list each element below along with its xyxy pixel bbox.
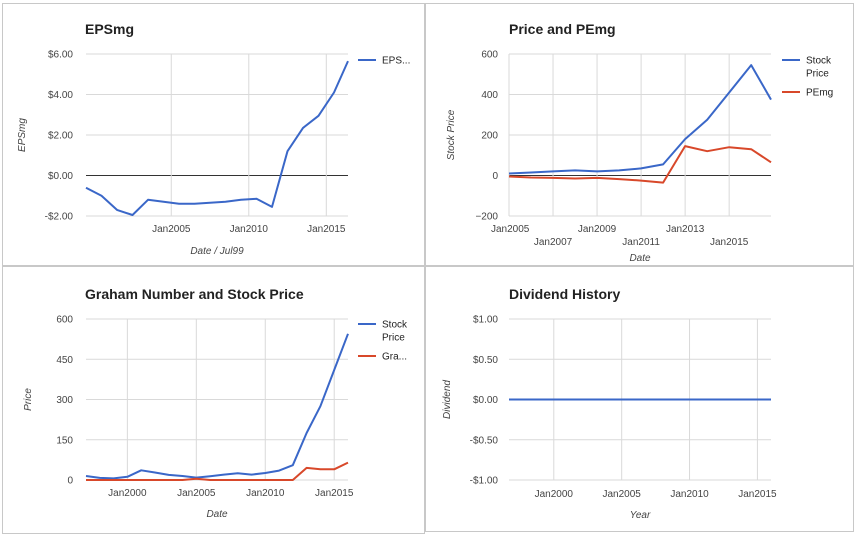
y-tick-label: 450 bbox=[56, 355, 73, 366]
y-tick-label: 300 bbox=[56, 395, 73, 406]
y-tick-label: 0 bbox=[492, 171, 498, 182]
y-tick-label: $0.00 bbox=[48, 171, 73, 182]
legend-label-line: Stock bbox=[382, 320, 408, 331]
x-axis-label: Year bbox=[630, 510, 651, 521]
y-tick-label: $6.00 bbox=[48, 50, 73, 61]
x-tick-label: Jan2005 bbox=[177, 488, 216, 499]
x-tick-label: Jan2005 bbox=[602, 489, 641, 500]
y-tick-label: 200 bbox=[481, 131, 498, 142]
chart-title: EPSmg bbox=[85, 21, 134, 37]
series-line-2 bbox=[508, 145, 772, 184]
chart-panel-dividend: Dividend History -$1.00 -$0.50 $0.00 $0.50 $1… bbox=[425, 266, 854, 532]
x-tick-label: Jan2015 bbox=[307, 224, 346, 235]
y-tick-label: -$1.00 bbox=[470, 476, 499, 487]
legend-label: Gra... bbox=[382, 352, 407, 363]
y-tick-label: -$0.50 bbox=[470, 435, 499, 446]
y-tick-label: −200 bbox=[475, 212, 498, 223]
legend-label: EPS... bbox=[382, 56, 410, 67]
legend-label-line: Price bbox=[806, 69, 829, 80]
legend-label-line: Gra... bbox=[382, 352, 407, 363]
legend-label-line: EPS... bbox=[382, 56, 410, 67]
chart-panel-graham: Graham Number and Stock Price 0 150 300 450 6… bbox=[2, 266, 425, 534]
chart-graham: Graham Number and Stock Price 0 150 300 450 6… bbox=[23, 286, 408, 520]
chart-panel-epsmg: EPSmg -$2.00 $0.00 $2.00 $4.00 $6.00 Jan2005 Ja… bbox=[2, 3, 425, 266]
x-axis-label: Date bbox=[206, 509, 228, 520]
series-line-1 bbox=[85, 60, 349, 216]
x-tick-label: Jan2015 bbox=[315, 488, 354, 499]
y-tick-label: $0.50 bbox=[473, 355, 498, 366]
x-tick-label: Jan2000 bbox=[535, 489, 574, 500]
series-line-1 bbox=[85, 333, 349, 480]
legend-label-line: Price bbox=[382, 333, 405, 344]
x-tick-label: Jan2005 bbox=[152, 224, 191, 235]
x-axis-label: Date bbox=[629, 253, 651, 264]
y-tick-label: $1.00 bbox=[473, 315, 498, 326]
y-tick-label: 400 bbox=[481, 90, 498, 101]
x-tick-label: Jan2015 bbox=[710, 237, 749, 248]
y-tick-label: $0.00 bbox=[473, 395, 498, 406]
y-tick-label: 150 bbox=[56, 435, 73, 446]
x-tick-label: Jan2007 bbox=[534, 237, 573, 248]
y-tick-label: $4.00 bbox=[48, 90, 73, 101]
x-tick-label: Jan2010 bbox=[670, 489, 709, 500]
y-axis-label: Dividend bbox=[442, 380, 453, 419]
x-tick-label: Jan2015 bbox=[738, 489, 777, 500]
legend-label: Stock Price bbox=[806, 56, 832, 80]
y-tick-label: $2.00 bbox=[48, 131, 73, 142]
legend-label: Stock Price bbox=[382, 320, 408, 344]
x-tick-label: Jan2005 bbox=[491, 224, 530, 235]
x-tick-label: Jan2010 bbox=[230, 224, 269, 235]
x-tick-label: Jan2011 bbox=[622, 237, 660, 248]
chart-panel-price-pemg: Price and PEmg −200 0 200 400 600 Jan2005 Jan20… bbox=[425, 3, 854, 266]
y-tick-label: 0 bbox=[67, 476, 73, 487]
y-axis-label: Price bbox=[23, 388, 34, 411]
x-tick-label: Jan2013 bbox=[666, 224, 705, 235]
chart-price-pemg: Price and PEmg −200 0 200 400 600 Jan2005 Jan20… bbox=[446, 21, 833, 264]
y-tick-label: -$2.00 bbox=[45, 212, 74, 223]
legend-label-line: PEmg bbox=[806, 88, 833, 99]
x-tick-label: Jan2000 bbox=[108, 488, 147, 499]
x-axis-label: Date / Jul99 bbox=[190, 246, 244, 257]
y-axis-label: EPSmg bbox=[17, 118, 28, 152]
series-line-2 bbox=[86, 461, 349, 481]
chart-epsmg: EPSmg -$2.00 $0.00 $2.00 $4.00 $6.00 Jan2005 Ja… bbox=[17, 21, 410, 257]
x-tick-label: Jan2010 bbox=[246, 488, 285, 499]
y-axis-label: Stock Price bbox=[446, 109, 457, 160]
chart-title: Graham Number and Stock Price bbox=[85, 286, 304, 302]
y-tick-label: 600 bbox=[56, 315, 73, 326]
legend-label-line: Stock bbox=[806, 56, 832, 67]
series-line-1 bbox=[508, 64, 772, 175]
chart-title: Price and PEmg bbox=[509, 21, 616, 37]
legend-label: PEmg bbox=[806, 88, 833, 99]
chart-title: Dividend History bbox=[509, 286, 620, 302]
chart-dividend: Dividend History -$1.00 -$0.50 $0.00 $0.50 $1… bbox=[442, 286, 777, 521]
y-tick-label: 600 bbox=[481, 50, 498, 61]
x-tick-label: Jan2009 bbox=[578, 224, 617, 235]
